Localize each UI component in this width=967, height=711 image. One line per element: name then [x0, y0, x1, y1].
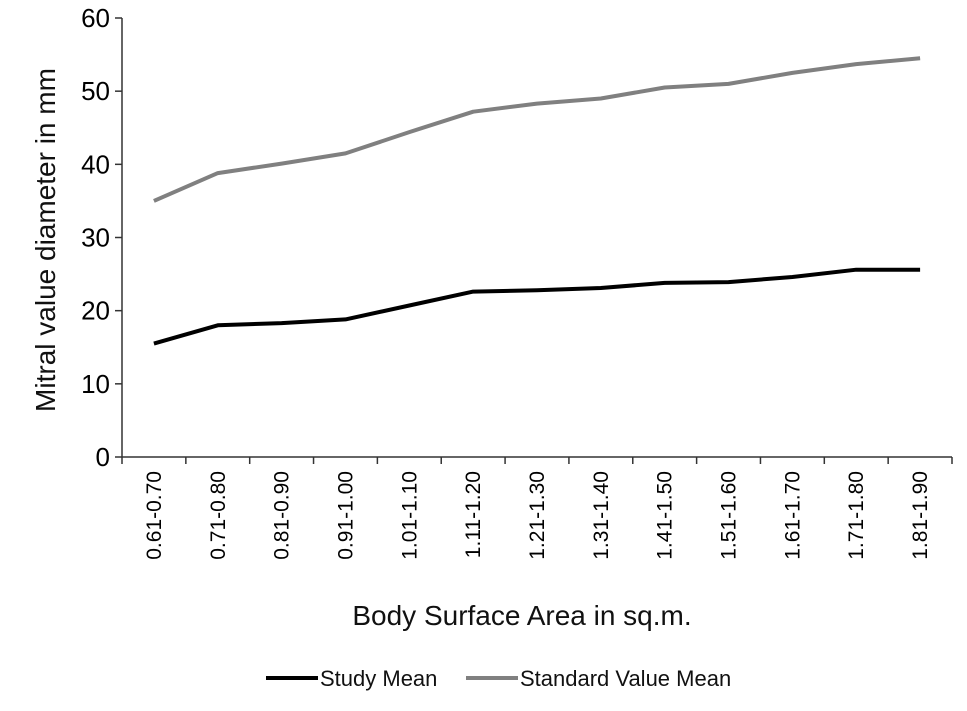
y-tick-label: 0 [96, 442, 110, 472]
x-axis-title: Body Surface Area in sq.m. [352, 600, 691, 631]
x-tick-label: 0.61-0.70 [143, 471, 166, 560]
x-tick-label: 1.61-1.70 [781, 471, 804, 560]
legend-label: Standard Value Mean [520, 666, 731, 691]
x-tick-label: 0.91-1.00 [334, 471, 357, 560]
y-tick-label: 40 [81, 149, 110, 179]
x-tick-label: 0.81-0.90 [271, 471, 294, 560]
x-axis: 0.61-0.70 0.71-0.80 0.81-0.90 0.91-1.00 1.01… [121, 456, 953, 560]
y-tick-label: 10 [81, 369, 110, 399]
x-tick-label: 0.71-0.80 [207, 471, 230, 560]
y-tick-label: 20 [81, 296, 110, 326]
y-tick-label: 60 [81, 3, 110, 33]
legend: Study Mean Standard Value Mean [266, 666, 731, 691]
y-tick-label: 50 [81, 76, 110, 106]
x-tick-label: 1.21-1.30 [526, 471, 549, 560]
x-tick-label: 1.71-1.80 [845, 471, 868, 560]
x-tick-label: 1.11-1.20 [462, 471, 485, 558]
x-tick-label: 1.51-1.60 [718, 471, 741, 560]
y-tick-label: 30 [81, 223, 110, 253]
series-lines [153, 56, 921, 346]
x-tick-label: 1.01-1.10 [398, 471, 421, 560]
x-tick-label: 1.31-1.40 [590, 471, 613, 560]
legend-label: Study Mean [320, 666, 437, 691]
x-tick-label: 1.81-1.90 [909, 471, 932, 560]
x-tick-label: 1.41-1.50 [654, 471, 677, 560]
series-line-standard-value-mean [153, 56, 921, 203]
y-axis-title: Mitral value diameter in mm [30, 68, 61, 412]
series-line-study-mean [153, 267, 921, 346]
y-axis: 0 10 20 30 40 50 60 [81, 3, 123, 472]
